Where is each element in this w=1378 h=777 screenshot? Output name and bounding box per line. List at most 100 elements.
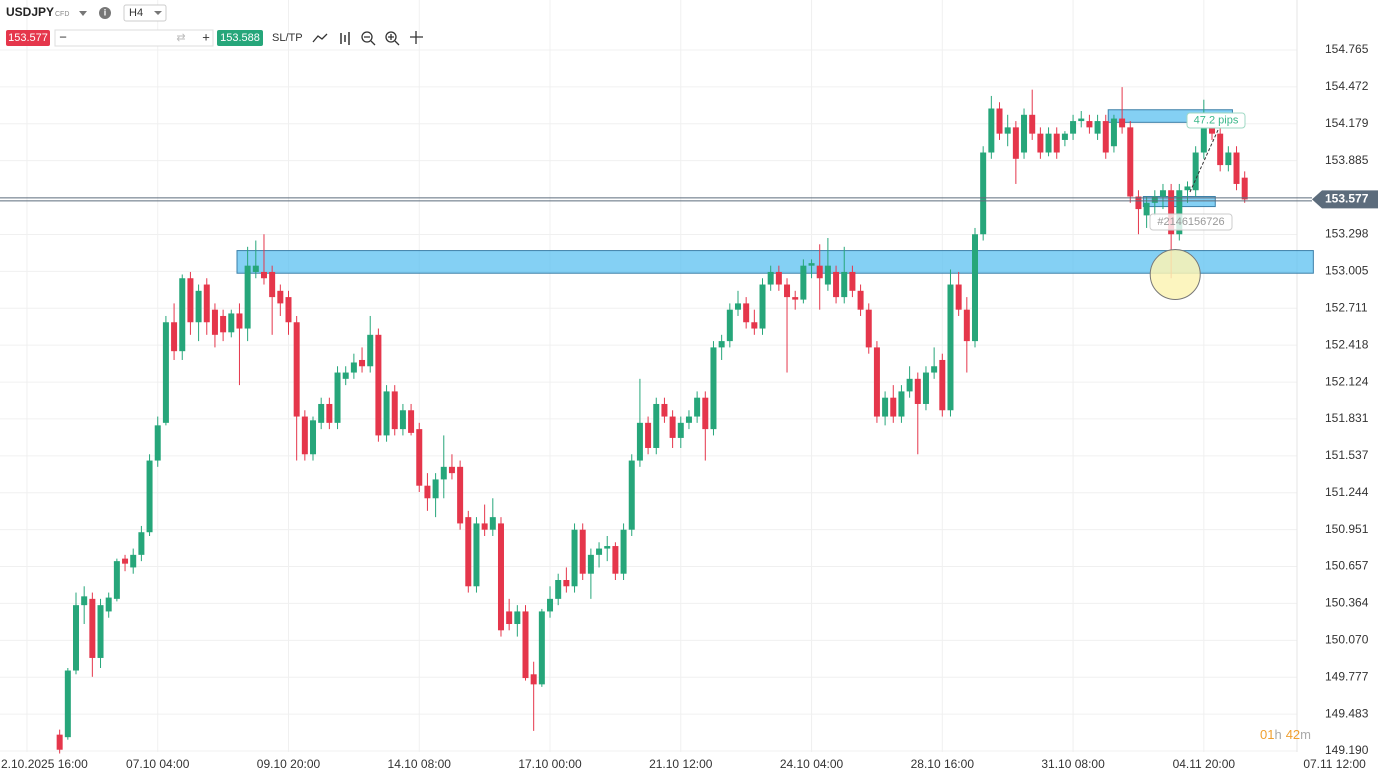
ask-price: 153.588 bbox=[220, 32, 260, 44]
candle-timer: 01h 42m bbox=[1260, 727, 1311, 742]
candle-body bbox=[522, 611, 529, 679]
candle-body bbox=[465, 517, 472, 587]
candle-body bbox=[1086, 121, 1093, 128]
y-tick-label: 152.124 bbox=[1325, 374, 1369, 388]
y-tick-label: 149.190 bbox=[1325, 743, 1369, 757]
candle-body bbox=[1143, 202, 1150, 216]
candle-body bbox=[1225, 152, 1232, 166]
zoom-out-icon[interactable] bbox=[361, 31, 373, 43]
timeframe-select[interactable] bbox=[123, 4, 167, 22]
candle-body bbox=[873, 347, 880, 417]
crosshair-icon[interactable] bbox=[410, 31, 423, 44]
symbol[interactable]: USDJPY bbox=[6, 5, 54, 19]
candle-body bbox=[1012, 127, 1019, 159]
y-tick-label: 152.711 bbox=[1325, 300, 1368, 314]
candle-body bbox=[252, 265, 259, 272]
candle-body bbox=[448, 466, 455, 474]
candle-body bbox=[171, 322, 178, 352]
candle-body bbox=[555, 579, 562, 599]
decrease-button[interactable]: − bbox=[59, 29, 67, 44]
candle-body bbox=[808, 263, 815, 266]
candle-body bbox=[375, 334, 382, 436]
candle-body bbox=[604, 546, 611, 549]
candle-body bbox=[857, 290, 864, 310]
candle-body bbox=[359, 359, 366, 367]
candle-body bbox=[211, 309, 218, 335]
candle-body bbox=[1233, 152, 1240, 184]
x-tick-label: 09.10 20:00 bbox=[257, 757, 321, 771]
candle-body bbox=[481, 523, 488, 530]
x-tick-label: 14.10 08:00 bbox=[388, 757, 452, 771]
x-tick-label: 24.10 04:00 bbox=[780, 757, 844, 771]
candle-body bbox=[285, 297, 292, 323]
symbol-dropdown[interactable] bbox=[79, 11, 87, 16]
candle-body bbox=[694, 397, 701, 417]
candle-body bbox=[457, 466, 464, 524]
y-tick-label: 150.364 bbox=[1325, 596, 1369, 610]
candle-body bbox=[154, 425, 161, 461]
candle-body bbox=[1209, 127, 1216, 134]
candle-body bbox=[743, 303, 750, 323]
candle-body bbox=[1053, 133, 1060, 153]
candle-body bbox=[849, 271, 856, 291]
candle-body bbox=[800, 265, 807, 300]
swap-icon[interactable]: ⇄ bbox=[176, 32, 185, 44]
candle-body bbox=[162, 322, 169, 423]
candle-body bbox=[898, 391, 905, 417]
sltp-button[interactable]: SL/TP bbox=[272, 32, 303, 44]
candle-body bbox=[865, 309, 872, 348]
candle-body bbox=[1119, 118, 1126, 128]
candle-body bbox=[931, 366, 938, 373]
info-glyph: i bbox=[104, 7, 107, 17]
candle-body bbox=[138, 532, 145, 555]
candle-tool-icon[interactable] bbox=[340, 32, 350, 45]
info-icon[interactable] bbox=[99, 7, 111, 19]
candle-body bbox=[293, 322, 300, 417]
y-tick-label: 154.765 bbox=[1325, 42, 1369, 56]
candle-body bbox=[1102, 121, 1109, 153]
timer-part: 42 bbox=[1286, 727, 1300, 742]
candle-body bbox=[841, 271, 848, 298]
candle-body bbox=[506, 611, 513, 625]
candle-body bbox=[514, 611, 521, 625]
candle-body bbox=[645, 422, 652, 448]
candle-body bbox=[244, 265, 251, 329]
y-tick-label: 153.298 bbox=[1325, 227, 1369, 241]
annotation: 47.2 pips bbox=[1194, 114, 1239, 126]
candle-body bbox=[1192, 152, 1199, 191]
price-badge bbox=[1312, 190, 1378, 209]
candle-body bbox=[473, 523, 480, 587]
candle-body bbox=[187, 278, 194, 323]
zoom-in-icon[interactable] bbox=[385, 31, 397, 43]
buy-button[interactable] bbox=[217, 30, 263, 46]
candle-body bbox=[130, 554, 137, 568]
candle-body bbox=[571, 529, 578, 587]
y-tick-label: 151.831 bbox=[1325, 411, 1369, 425]
candle-body bbox=[350, 362, 357, 373]
candle-body bbox=[236, 313, 243, 329]
candle-body bbox=[301, 416, 308, 455]
line-tool-icon[interactable] bbox=[312, 33, 328, 43]
sell-button[interactable] bbox=[6, 30, 50, 46]
candle-body bbox=[947, 284, 954, 411]
candle-body bbox=[440, 466, 447, 480]
candle-body bbox=[751, 322, 758, 329]
candle-body bbox=[563, 579, 570, 587]
candle-body bbox=[1159, 190, 1166, 197]
annotation: #2146156726 bbox=[1157, 216, 1224, 228]
candle-body bbox=[677, 422, 684, 438]
increase-button[interactable]: + bbox=[202, 29, 210, 44]
candle-body bbox=[1037, 133, 1044, 153]
measure-line bbox=[1189, 129, 1219, 193]
candle-body bbox=[277, 290, 284, 304]
volume-input[interactable] bbox=[54, 29, 214, 47]
candle-body bbox=[179, 278, 186, 352]
candle-body bbox=[56, 734, 63, 750]
candle-body bbox=[620, 529, 627, 574]
candle-body bbox=[1135, 196, 1142, 210]
y-tick-label: 149.777 bbox=[1325, 669, 1369, 683]
candle-body bbox=[1070, 121, 1077, 134]
candle-body bbox=[416, 429, 423, 486]
candle-body bbox=[890, 397, 897, 417]
candle-body bbox=[628, 460, 635, 530]
